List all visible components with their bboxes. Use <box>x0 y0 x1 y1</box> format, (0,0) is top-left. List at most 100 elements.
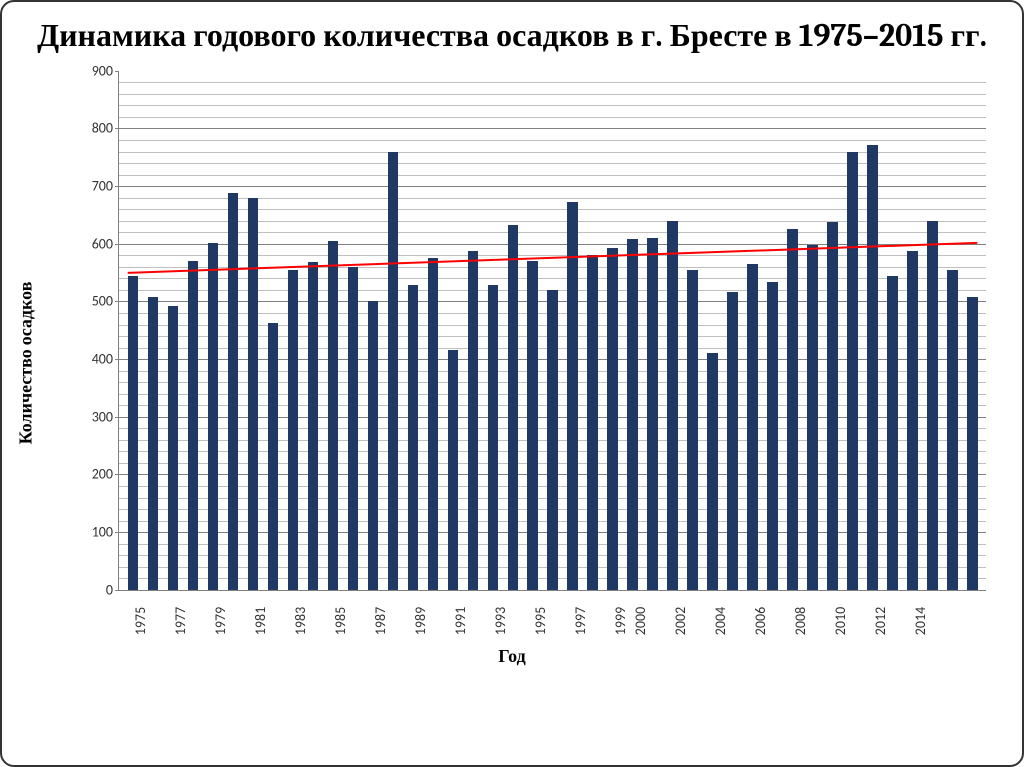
bar <box>847 152 857 590</box>
bar <box>328 241 338 590</box>
x-label-slot <box>142 593 162 649</box>
bar <box>368 301 378 589</box>
bar-slot <box>603 71 623 590</box>
x-label-slot <box>942 593 962 649</box>
x-axis-label: Год <box>498 646 525 667</box>
bar-slot <box>922 71 942 590</box>
x-axis-labels: 1975197719791981198319851987198919911993… <box>118 593 986 649</box>
bar <box>587 255 597 589</box>
x-label-slot <box>262 593 282 649</box>
bar-slot <box>802 71 822 590</box>
bar <box>887 276 897 590</box>
y-tick-label: 900 <box>92 62 113 79</box>
bar-slot <box>443 71 463 590</box>
bar <box>627 239 637 590</box>
bar <box>488 285 498 589</box>
bar-slot <box>862 71 882 590</box>
y-axis-label: Количество осадков <box>16 281 37 444</box>
bar <box>927 221 937 590</box>
bar <box>527 261 537 590</box>
y-tick-label: 500 <box>92 293 113 310</box>
bar-slot <box>763 71 783 590</box>
bar <box>767 282 777 589</box>
bar <box>667 221 677 590</box>
bar <box>308 262 318 590</box>
bar <box>468 251 478 590</box>
x-label-slot <box>302 593 322 649</box>
x-label-slot: 1975 <box>122 593 142 649</box>
x-label-slot: 1985 <box>322 593 342 649</box>
y-tick-label: 400 <box>92 351 113 368</box>
bar-slot <box>423 71 443 590</box>
slide-frame: Динамика годового количества осадков в г… <box>0 0 1024 767</box>
x-label-slot: 1995 <box>522 593 542 649</box>
bar <box>707 353 717 589</box>
bar-slot <box>782 71 802 590</box>
bar-slot <box>183 71 203 590</box>
x-label-slot: 1979 <box>202 593 222 649</box>
bar-slot <box>543 71 563 590</box>
bar-slot <box>623 71 643 590</box>
x-label-slot <box>802 593 822 649</box>
x-label-slot: 2006 <box>742 593 762 649</box>
x-label-slot: 2010 <box>822 593 842 649</box>
x-label-slot <box>542 593 562 649</box>
bar <box>607 248 617 589</box>
bar-slot <box>683 71 703 590</box>
bar <box>747 264 757 590</box>
bar-slot <box>822 71 842 590</box>
bar <box>807 245 817 590</box>
x-label-slot <box>682 593 702 649</box>
bar-slot <box>503 71 523 590</box>
bar <box>408 285 418 589</box>
plot-area: 0100200300400500600700800900 <box>118 71 986 591</box>
x-label-slot <box>762 593 782 649</box>
bar <box>907 251 917 590</box>
x-label-slot: 1983 <box>282 593 302 649</box>
bar-slot <box>403 71 423 590</box>
x-label-slot <box>922 593 942 649</box>
bar <box>288 270 298 590</box>
x-label-slot <box>182 593 202 649</box>
y-tick-label: 200 <box>92 466 113 483</box>
precipitation-chart: Количество осадков 010020030040050060070… <box>32 63 992 663</box>
x-label-slot: 1991 <box>442 593 462 649</box>
bar-slot <box>303 71 323 590</box>
bar-slot <box>942 71 962 590</box>
bar-slot <box>163 71 183 590</box>
bar-slot <box>463 71 483 590</box>
bar-slot <box>203 71 223 590</box>
x-label-slot: 2008 <box>782 593 802 649</box>
bar <box>947 270 957 590</box>
x-label-slot: 2012 <box>862 593 882 649</box>
y-tick-mark <box>115 590 119 591</box>
bar <box>567 202 577 590</box>
bar-slot <box>743 71 763 590</box>
x-label-slot <box>962 593 982 649</box>
bar-slot <box>143 71 163 590</box>
x-label-slot <box>342 593 362 649</box>
bar-slot <box>663 71 683 590</box>
bar-slot <box>902 71 922 590</box>
x-label-slot <box>422 593 442 649</box>
y-tick-label: 300 <box>92 408 113 425</box>
x-label-slot <box>882 593 902 649</box>
x-label-slot <box>722 593 742 649</box>
bar <box>867 145 877 590</box>
bar-slot <box>523 71 543 590</box>
x-label-slot: 2002 <box>662 593 682 649</box>
y-tick-label: 0 <box>106 581 113 598</box>
x-label-slot <box>502 593 522 649</box>
x-label-slot: 2000 <box>622 593 642 649</box>
bar <box>348 267 358 590</box>
bar <box>647 238 657 590</box>
y-tick-label: 100 <box>92 524 113 541</box>
x-label-slot: 2014 <box>902 593 922 649</box>
bar <box>268 323 278 590</box>
bar-slot <box>363 71 383 590</box>
x-label-slot <box>462 593 482 649</box>
bar-slot <box>703 71 723 590</box>
x-label-slot: 1981 <box>242 593 262 649</box>
bar-slot <box>123 71 143 590</box>
bar <box>148 297 158 590</box>
